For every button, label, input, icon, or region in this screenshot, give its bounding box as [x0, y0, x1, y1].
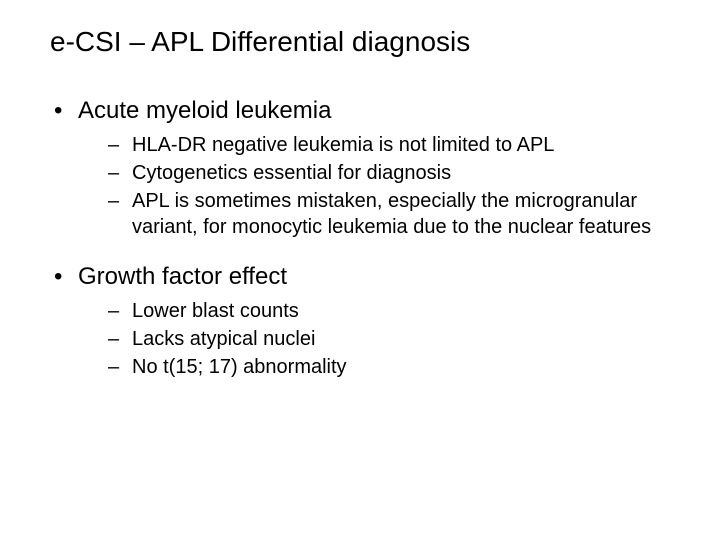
list-item-label: Lacks atypical nuclei	[132, 328, 315, 350]
list-item: Cytogenetics essential for diagnosis	[108, 160, 670, 186]
sub-bullet-list: HLA-DR negative leukemia is not limited …	[78, 132, 670, 240]
list-item-label: Cytogenetics essential for diagnosis	[132, 162, 451, 184]
list-item-label: HLA-DR negative leukemia is not limited …	[132, 134, 554, 156]
bullet-list: Acute myeloid leukemia HLA-DR negative l…	[50, 96, 670, 380]
sub-bullet-list: Lower blast counts Lacks atypical nuclei…	[78, 298, 670, 380]
list-item: Growth factor effect Lower blast counts …	[50, 262, 670, 380]
list-item-label: APL is sometimes mistaken, especially th…	[132, 190, 651, 238]
list-item-label: Lower blast counts	[132, 300, 299, 322]
slide-title: e-CSI – APL Differential diagnosis	[50, 26, 670, 58]
list-item: APL is sometimes mistaken, especially th…	[108, 188, 670, 240]
list-item: Lower blast counts	[108, 298, 670, 324]
slide: e-CSI – APL Differential diagnosis Acute…	[0, 0, 720, 540]
list-item: Lacks atypical nuclei	[108, 326, 670, 352]
list-item: No t(15; 17) abnormality	[108, 354, 670, 380]
list-item-label: Growth factor effect	[78, 263, 287, 290]
list-item: Acute myeloid leukemia HLA-DR negative l…	[50, 96, 670, 240]
list-item-label: Acute myeloid leukemia	[78, 97, 331, 124]
list-item: HLA-DR negative leukemia is not limited …	[108, 132, 670, 158]
list-item-label: No t(15; 17) abnormality	[132, 356, 347, 378]
